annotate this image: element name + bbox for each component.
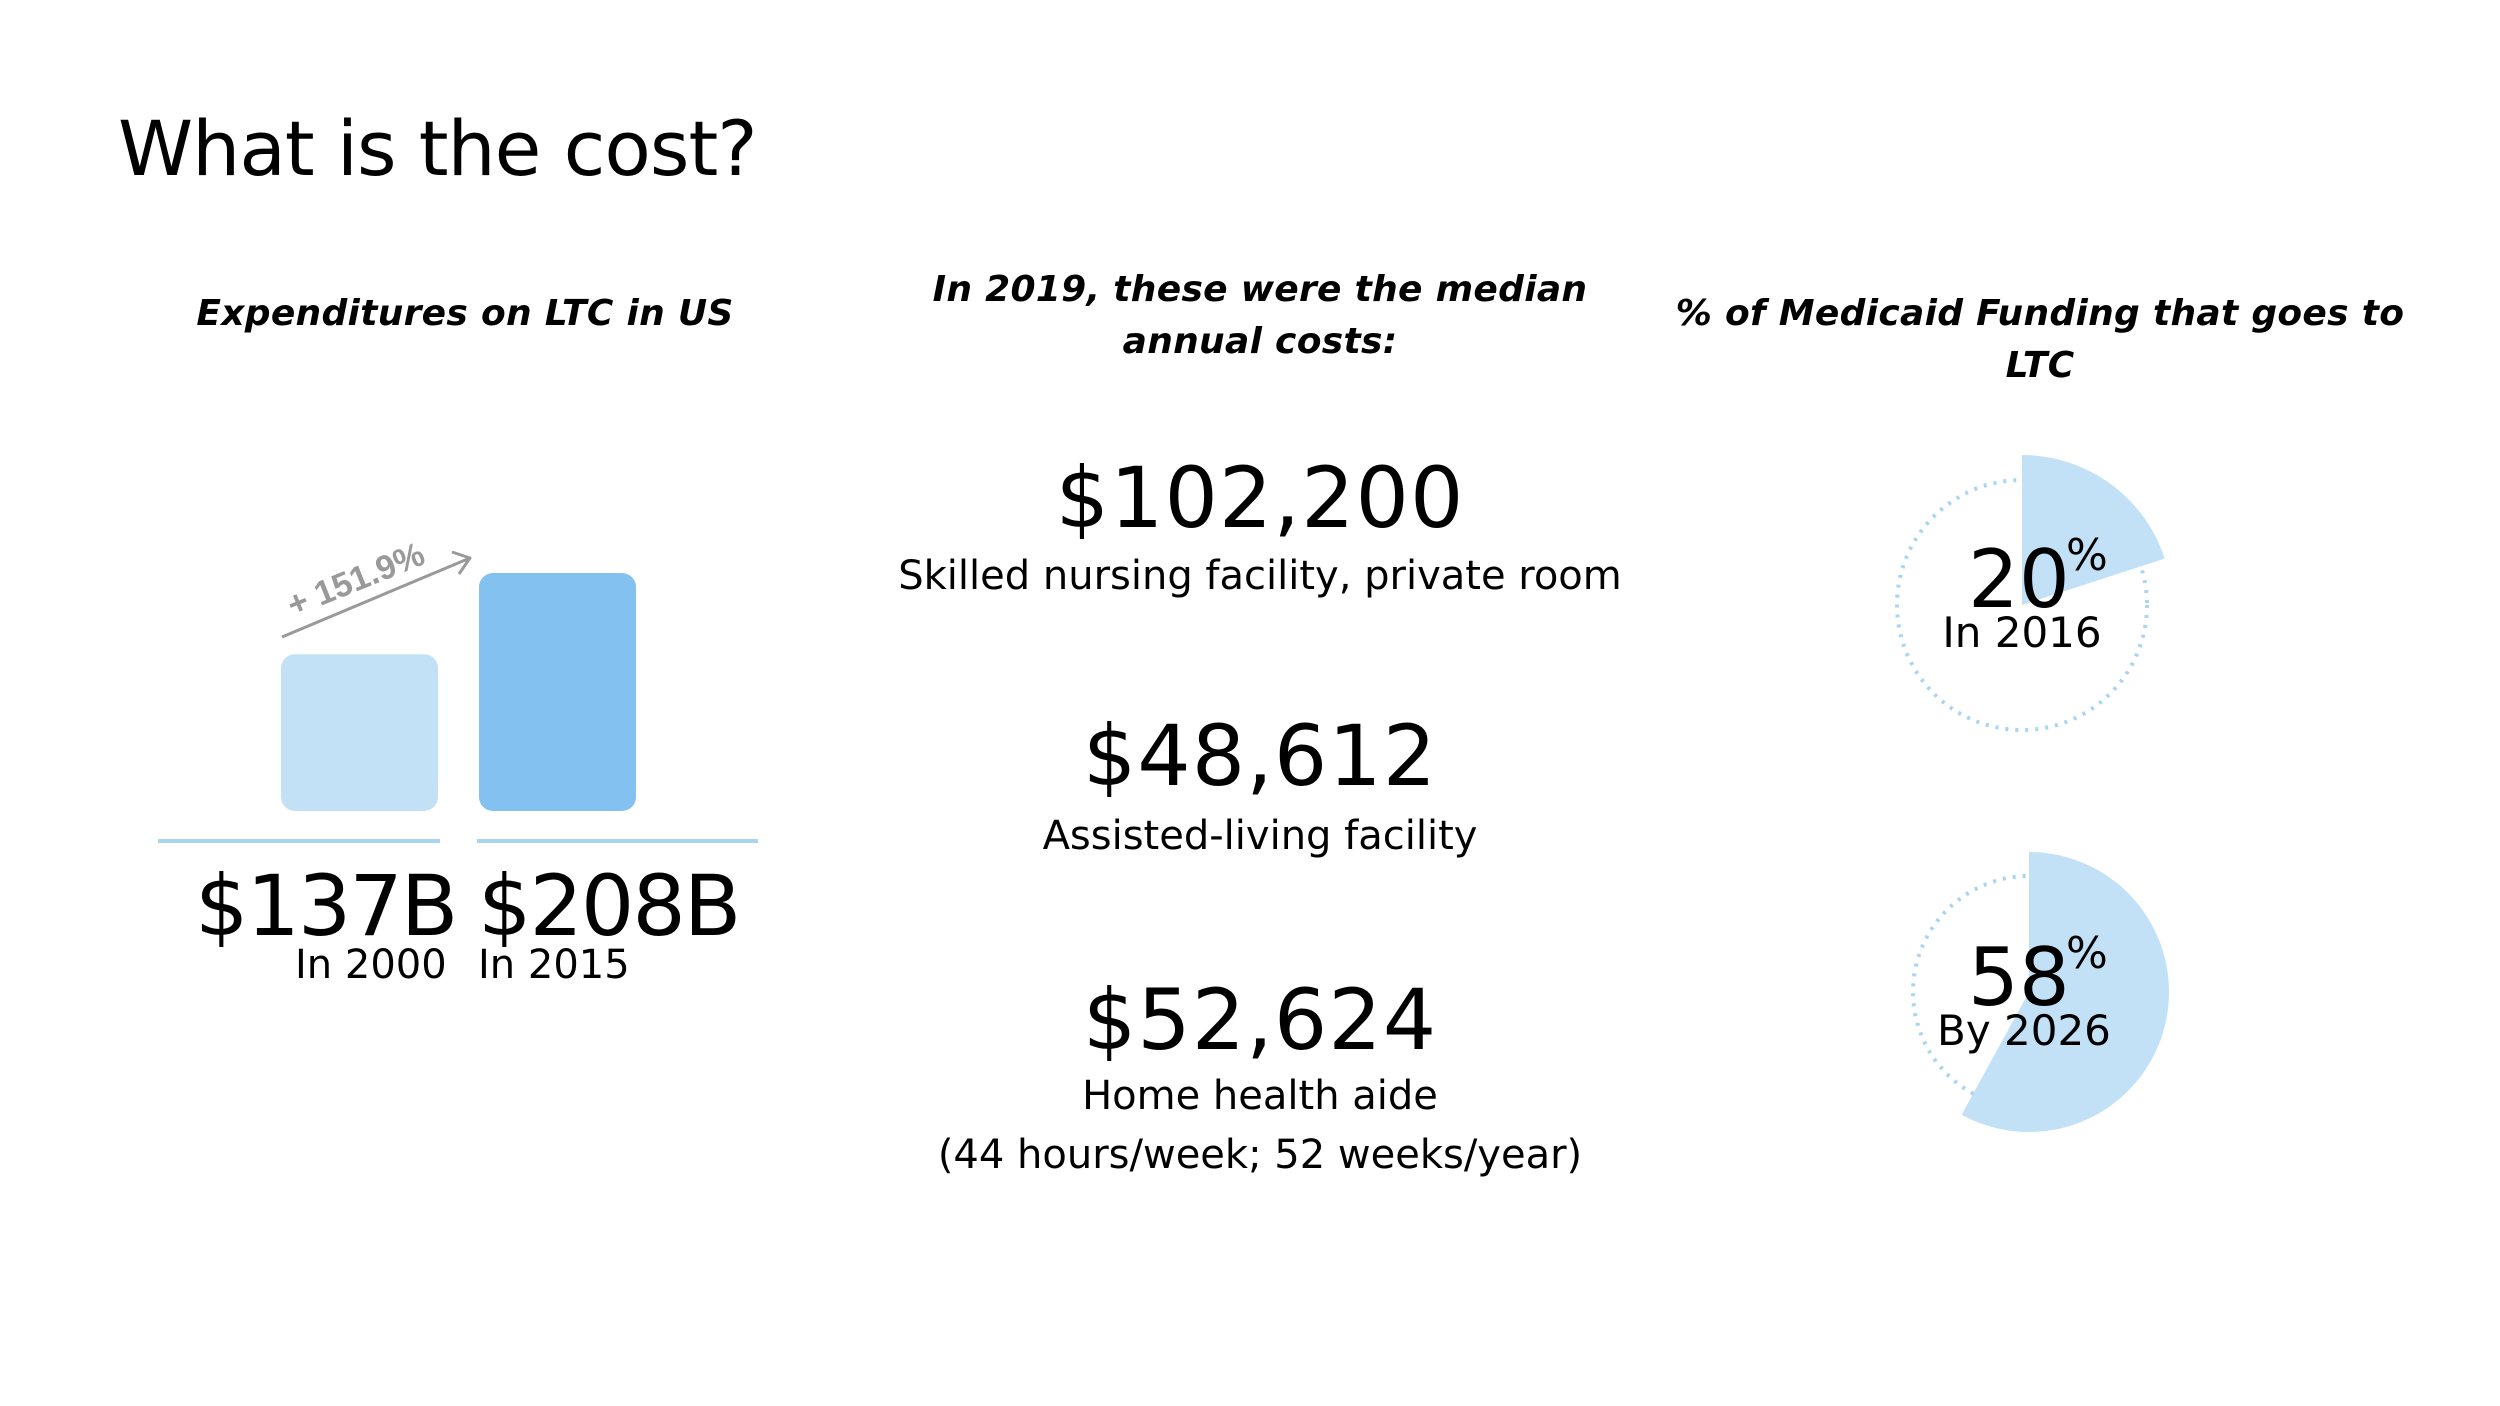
pie-2016-percent-sign: % [2066, 530, 2108, 581]
median-costs-heading: In 2019, these were the median annual co… [930, 264, 1590, 368]
cost-amount-home-health: $52,624 [1082, 971, 1438, 1069]
medicaid-heading: % of Medicaid Funding that goes to LTC [1675, 293, 2405, 386]
expenditures-heading: Expenditures on LTC in US [196, 293, 734, 334]
pie-2016-caption: In 2016 [1942, 608, 2102, 657]
cost-detail-home-health: (44 hours/week; 52 weeks/year) [937, 1132, 1583, 1178]
bar-category-label-2015: In 2015 [478, 942, 630, 988]
median-costs-heading-line2: annual costs: [1122, 321, 1398, 362]
bar-category-label-2000: In 2000 [295, 942, 447, 988]
cost-desc-assisted-living: Assisted-living facility [1042, 813, 1478, 859]
cost-amount-assisted-living: $48,612 [1082, 707, 1438, 805]
page-title: What is the cost? [118, 104, 758, 193]
bar-2000 [281, 654, 438, 811]
bar-2015 [479, 573, 636, 811]
growth-arrow-head [451, 550, 472, 575]
ltc-bar-chart: + 151.9% [158, 535, 758, 843]
growth-arrow-shaft [281, 556, 471, 639]
pie-2016-value: 20 [1968, 533, 2070, 626]
median-costs-heading-line1: In 2019, these were the median [932, 269, 1588, 310]
pie-2026-caption: By 2026 [1937, 1006, 2111, 1055]
bar-value-label-2000: $137B [195, 857, 458, 955]
growth-arrow [281, 550, 472, 639]
cost-desc-home-health: Home health aide [1082, 1073, 1438, 1119]
cost-desc-skilled-nursing: Skilled nursing facility, private room [898, 553, 1622, 599]
growth-annotation: + 151.9% [282, 535, 430, 624]
pie-2026-value: 58 [1968, 931, 2070, 1024]
pie-2026-percent-sign: % [2066, 928, 2108, 979]
cost-amount-skilled-nursing: $102,200 [1055, 449, 1465, 547]
bar-value-label-2015: $208B [478, 857, 741, 955]
